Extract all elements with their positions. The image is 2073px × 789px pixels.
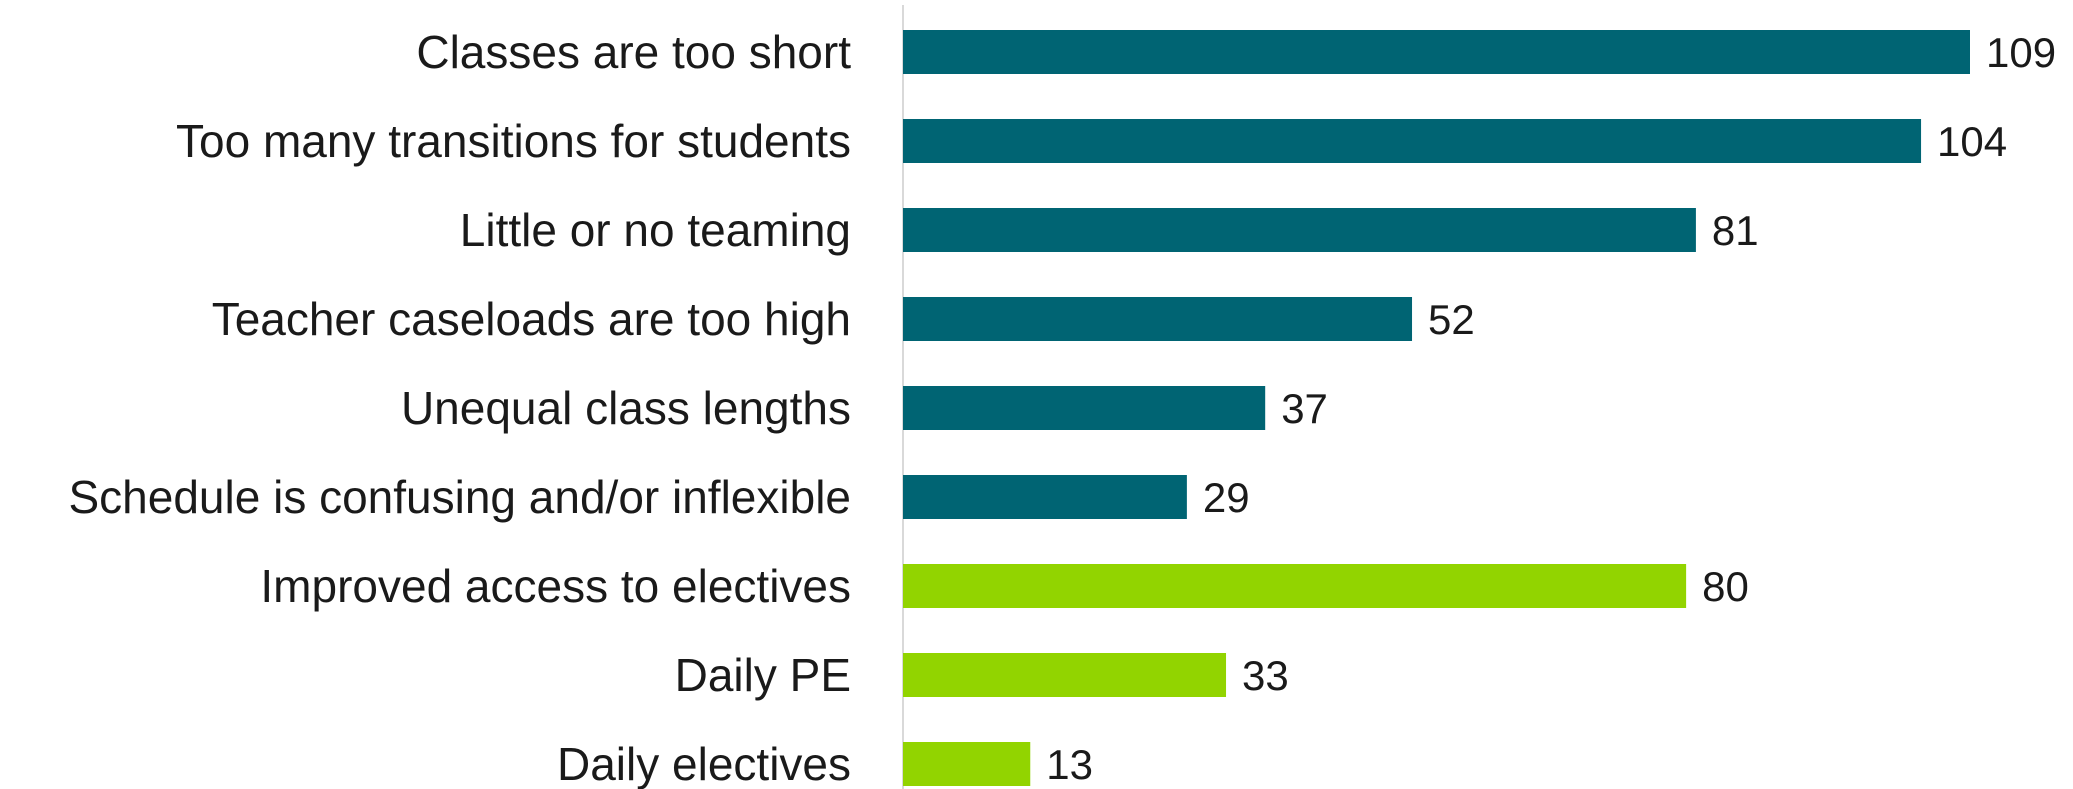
value-label: 104 [1937,118,2007,165]
bar [903,208,1696,252]
category-label: Improved access to electives [260,560,851,612]
bar [903,742,1031,786]
value-label: 29 [1203,474,1250,521]
value-label: 33 [1242,652,1289,699]
value-label: 80 [1702,563,1749,610]
value-label: 81 [1712,207,1759,254]
category-label: Teacher caseloads are too high [212,293,851,345]
bar [903,297,1413,341]
category-label: Schedule is confusing and/or inflexible [69,471,852,523]
value-labels-group: 109 104 81 52 37 29 80 33 13 [1046,29,2056,788]
bar [903,386,1266,430]
category-labels-group: Classes are too short Too many transition… [69,26,852,789]
bar [903,564,1687,608]
category-label: Daily PE [675,649,851,701]
value-label: 109 [1986,29,2056,76]
category-label: Little or no teaming [460,204,851,256]
bar [903,653,1227,697]
bar [903,475,1187,519]
value-label: 37 [1281,385,1328,432]
value-label: 13 [1046,741,1093,788]
value-label: 52 [1428,296,1475,343]
category-label: Too many transitions for students [176,115,851,167]
category-label: Daily electives [557,738,851,789]
bar [903,119,1922,163]
bars-group [903,30,1970,786]
bar [903,30,1970,74]
category-label: Classes are too short [416,26,851,78]
category-label: Unequal class lengths [401,382,851,434]
